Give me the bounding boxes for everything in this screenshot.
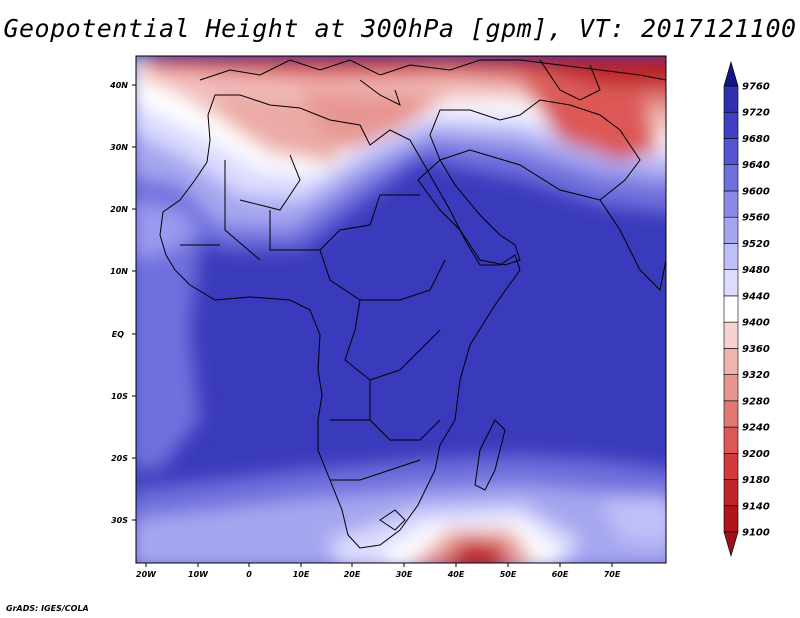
colorbar-segment (723, 400, 739, 428)
colorbar-label: 9760 (742, 82, 770, 93)
colorbar-label: 9100 (742, 528, 770, 539)
colorbar-segment (723, 479, 739, 507)
colorbar-label: 9360 (742, 344, 770, 355)
colorbar-label: 9200 (742, 449, 770, 460)
map-frame (135, 55, 667, 564)
colorbar-label: 9720 (742, 108, 770, 119)
lon-label: 70E (604, 570, 621, 579)
colorbar-label: 9480 (742, 265, 770, 276)
colorbar-label: 9180 (742, 475, 770, 486)
colorbar-segment (723, 505, 739, 533)
colorbar-label: 9400 (742, 318, 770, 329)
colorbar-segment (723, 243, 739, 270)
colorbar-label: 9440 (742, 291, 770, 302)
colorbar-segment (723, 374, 739, 402)
latitude-axis: 40N 30N 20N 10N EQ 10S 20S 30S (109, 81, 136, 525)
lon-label: 60E (552, 570, 569, 579)
lon-label: 20E (344, 570, 361, 579)
software-credit: GrADS: IGES/COLA (6, 604, 89, 613)
lat-label: 30N (110, 143, 128, 152)
lon-label: 10W (188, 570, 209, 579)
lat-label: 10S (111, 392, 128, 401)
chart-title: Geopotential Height at 300hPa [gpm], VT:… (3, 14, 797, 43)
colorbar-segment (723, 426, 739, 454)
colorbar-segment (723, 321, 739, 349)
colorbar-segment (723, 164, 739, 192)
colorbar-label: 9680 (742, 134, 770, 145)
lat-label: 20S (111, 454, 128, 463)
colorbar-label: 9600 (742, 186, 770, 197)
lon-label: 40E (447, 570, 465, 579)
coastlines (159, 59, 666, 549)
lon-label: 50E (500, 570, 517, 579)
colorbar-segment (723, 111, 739, 139)
colorbar-label: 9140 (742, 501, 770, 512)
lon-label: 0 (246, 570, 252, 579)
height-field (136, 56, 666, 563)
colorbar-over-triangle (723, 60, 739, 87)
lat-label: EQ (112, 330, 124, 339)
lat-label: 10N (110, 267, 128, 276)
colorbar: 9760 9720 9680 9640 9600 9560 9520 9480 9440 9400… (723, 60, 770, 558)
colorbar-segment (723, 295, 739, 323)
colorbar-label: 9560 (742, 213, 770, 224)
colorbar-segment (723, 85, 739, 113)
colorbar-label: 9240 (742, 423, 770, 434)
colorbar-segment (723, 216, 739, 244)
colorbar-under-triangle (723, 531, 739, 558)
colorbar-label: 9320 (742, 370, 770, 381)
lat-label: 20N (110, 205, 128, 214)
colorbar-label: 9520 (742, 239, 770, 250)
lon-label: 10E (293, 570, 310, 579)
colorbar-segment (723, 138, 739, 166)
colorbar-label: 9280 (742, 396, 770, 407)
longitude-axis: 20W 10W 0 10E 20E 30E 40E 50E 60E 70E (136, 563, 621, 579)
colorbar-label: 9640 (742, 160, 770, 171)
colorbar-segment (723, 190, 739, 218)
lat-label: 30S (111, 516, 128, 525)
colorbar-segment (723, 348, 739, 375)
lon-label: 20W (136, 570, 157, 579)
lon-label: 30E (396, 570, 413, 579)
lat-label: 40N (109, 81, 128, 90)
colorbar-segment (723, 269, 739, 297)
colorbar-segment (723, 452, 739, 480)
